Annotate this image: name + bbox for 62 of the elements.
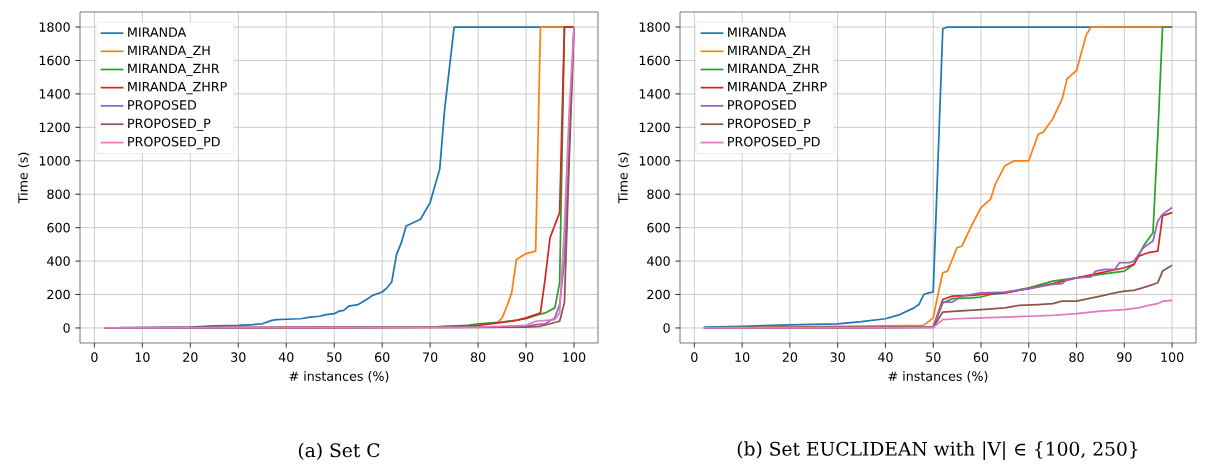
legend-label: PROPOSED_PD: [128, 136, 220, 150]
legend-label: MIRANDA_ZH: [728, 45, 810, 58]
y-tick-label: 1200: [639, 122, 670, 133]
legend-label: MIRANDA_ZHR: [128, 63, 220, 77]
x-tick-label: 80: [1069, 352, 1084, 362]
x-tick-label: 90: [1117, 352, 1132, 362]
x-tick-label: 0: [91, 352, 98, 362]
x-tick-label: 20: [782, 352, 798, 362]
legend-label: PROPOSED: [728, 100, 796, 110]
y-tick-label: 800: [47, 189, 70, 200]
y-tick-label: 0: [663, 323, 670, 333]
y-tick-label: 600: [647, 222, 670, 233]
x-tick-label: 70: [423, 352, 438, 362]
x-tick-label: 20: [183, 352, 198, 362]
y-tick-label: 200: [647, 289, 670, 300]
y-axis-title: Time (s): [617, 152, 630, 204]
legend-label: PROPOSED_P: [728, 118, 811, 131]
y-tick-label: 0: [63, 323, 70, 333]
legend-label: MIRANDA: [128, 27, 187, 37]
x-tick-label: 60: [973, 352, 989, 362]
x-tick-label: 70: [1021, 352, 1036, 362]
legend-label: PROPOSED_P: [128, 118, 211, 131]
y-tick-label: 1400: [639, 89, 670, 99]
y-tick-label: 400: [47, 256, 70, 266]
y-tick-label: 1000: [39, 155, 70, 166]
y-tick-label: 200: [47, 289, 70, 300]
x-tick-label: 80: [470, 352, 486, 362]
legend-label: MIRANDA_ZHRP: [728, 82, 827, 95]
y-tick-label: 1600: [39, 55, 70, 66]
legend-label: PROPOSED: [128, 100, 197, 110]
x-tick-label: 10: [735, 352, 750, 362]
text: (b) Set EUCLIDEAN with |V| ∈ {100, 250}: [737, 441, 1138, 460]
x-tick-label: 40: [878, 352, 893, 362]
x-tick-label: 50: [327, 352, 342, 362]
x-tick-label: 60: [374, 352, 390, 362]
y-tick-label: 1400: [39, 89, 70, 99]
legend-label: MIRANDA_ZHRP: [128, 82, 227, 95]
legend-label: MIRANDA_ZHR: [728, 63, 820, 77]
y-tick-label: 600: [47, 222, 70, 233]
x-tick-label: 90: [518, 352, 534, 362]
legend-label: MIRANDA_ZH: [128, 45, 210, 58]
legend-label: MIRANDA: [728, 27, 787, 37]
legend-label: PROPOSED_PD: [728, 136, 820, 150]
x-tick-label: 100: [563, 352, 586, 362]
y-tick-label: 1200: [39, 122, 70, 133]
x-tick-label: 40: [278, 352, 294, 362]
x-tick-label: 30: [231, 352, 246, 362]
y-tick-label: 1000: [639, 155, 670, 166]
x-tick-label: 30: [830, 352, 845, 362]
x-tick-label: 50: [926, 352, 941, 362]
y-tick-label: 1800: [39, 22, 70, 32]
x-tick-label: 100: [1161, 352, 1184, 362]
x-tick-label: 10: [135, 352, 150, 362]
y-tick-label: 1600: [639, 55, 670, 66]
y-axis-title: Time (s): [17, 152, 30, 204]
x-axis-title: # instances (%): [289, 371, 389, 383]
y-tick-label: 400: [647, 256, 670, 266]
text: (a) Set C: [298, 442, 380, 460]
x-tick-label: 0: [691, 352, 698, 362]
y-tick-label: 1800: [639, 22, 670, 32]
x-axis-title: # instances (%): [888, 371, 988, 383]
y-tick-label: 800: [647, 189, 670, 200]
